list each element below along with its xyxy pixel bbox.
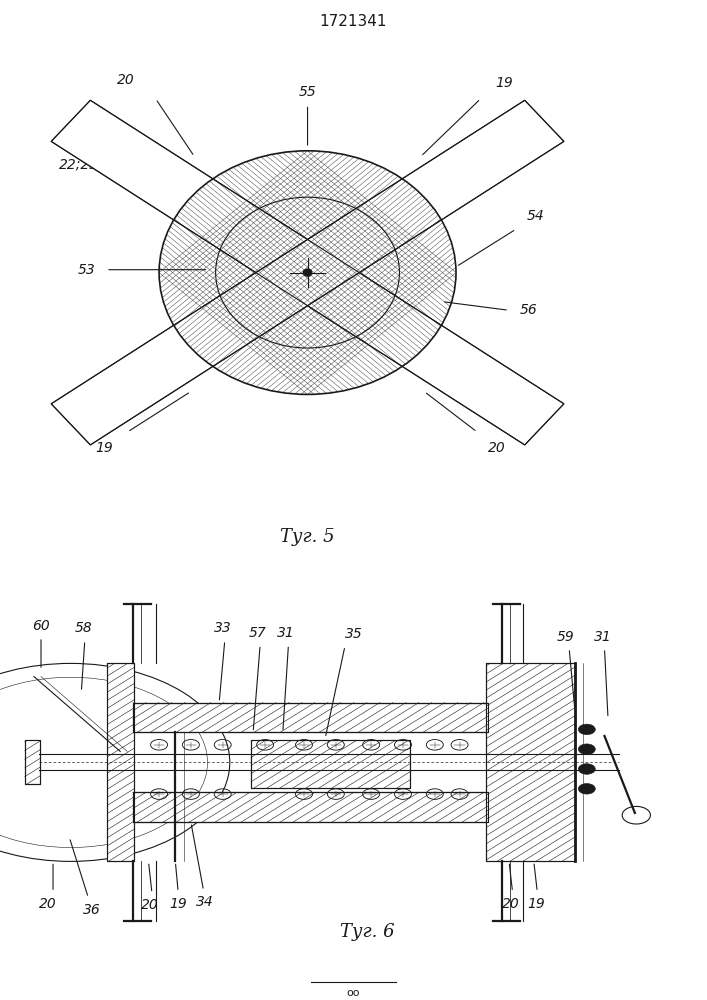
Text: 31: 31 bbox=[277, 626, 296, 640]
Text: 20: 20 bbox=[141, 898, 159, 912]
Text: 58: 58 bbox=[74, 621, 93, 635]
Bar bbox=[133, 703, 488, 732]
Bar bbox=[251, 740, 410, 788]
Text: 22;23: 22;23 bbox=[59, 157, 99, 171]
Text: 54: 54 bbox=[527, 209, 544, 223]
Bar bbox=[107, 663, 134, 861]
Polygon shape bbox=[51, 100, 564, 445]
Text: 57: 57 bbox=[249, 626, 267, 640]
Text: Τуг. 5: Τуг. 5 bbox=[280, 528, 335, 546]
Text: 36: 36 bbox=[83, 903, 101, 917]
Bar bbox=[25, 740, 40, 784]
Bar bbox=[133, 792, 488, 822]
Text: 34: 34 bbox=[196, 895, 214, 909]
Text: 19: 19 bbox=[527, 897, 545, 911]
Text: 20: 20 bbox=[488, 441, 506, 455]
Circle shape bbox=[303, 269, 312, 276]
Text: 60: 60 bbox=[32, 619, 50, 633]
Bar bbox=[107, 663, 134, 861]
Text: 19: 19 bbox=[95, 441, 113, 455]
Text: 20: 20 bbox=[117, 73, 134, 87]
Bar bbox=[133, 792, 488, 822]
Text: Τуг. 6: Τуг. 6 bbox=[340, 923, 395, 941]
Bar bbox=[486, 663, 575, 861]
Text: 19: 19 bbox=[169, 897, 187, 911]
Text: 55: 55 bbox=[298, 85, 317, 99]
Circle shape bbox=[578, 764, 595, 774]
Text: 35: 35 bbox=[344, 627, 363, 641]
Text: 53: 53 bbox=[78, 263, 95, 277]
Bar bbox=[251, 740, 410, 788]
Text: 33: 33 bbox=[214, 621, 232, 635]
Circle shape bbox=[578, 784, 595, 794]
Bar bbox=[25, 740, 40, 784]
Text: 19: 19 bbox=[495, 76, 513, 90]
Text: 31: 31 bbox=[593, 630, 612, 644]
Text: 56: 56 bbox=[520, 303, 537, 317]
Text: 1721341: 1721341 bbox=[320, 14, 387, 29]
Text: 20: 20 bbox=[501, 897, 520, 911]
Text: oo: oo bbox=[346, 988, 361, 998]
Circle shape bbox=[578, 724, 595, 735]
Text: 20: 20 bbox=[39, 897, 57, 911]
Circle shape bbox=[578, 744, 595, 754]
Bar bbox=[486, 663, 575, 861]
Polygon shape bbox=[51, 100, 564, 445]
Text: 59: 59 bbox=[556, 630, 575, 644]
Bar bbox=[133, 703, 488, 732]
